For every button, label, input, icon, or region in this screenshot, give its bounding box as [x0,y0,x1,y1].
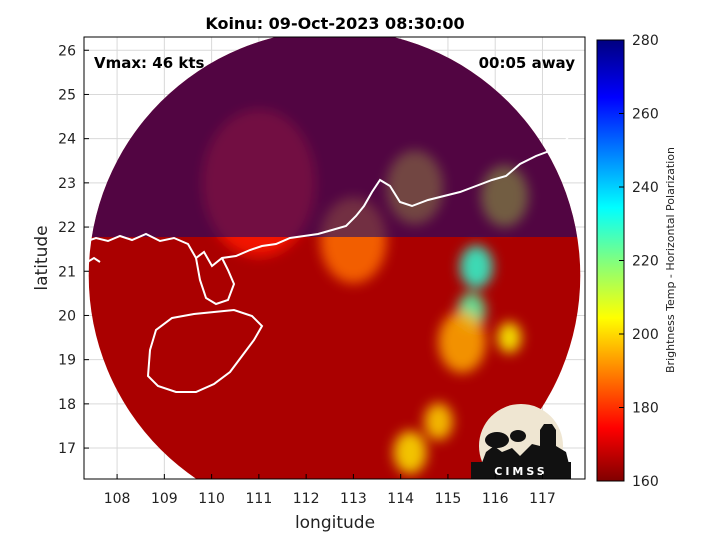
colorbar-tick-label: 180 [632,401,659,417]
y-tick-label: 24 [58,132,76,148]
brightness-feature [393,430,427,474]
y-tick-label: 22 [58,220,76,236]
x-tick-label: 117 [529,491,556,507]
x-tick-label: 110 [198,491,225,507]
y-tick-label: 21 [58,264,76,280]
y-tick-label: 19 [58,353,76,369]
y-tick-label: 25 [58,87,76,103]
logo-silhouette [480,424,570,468]
x-axis-label: longitude [295,513,375,533]
x-tick-label: 116 [482,491,509,507]
x-tick-label: 108 [104,491,131,507]
y-tick-label: 26 [58,43,76,59]
brightness-feature [424,403,453,440]
x-tick-label: 113 [340,491,367,507]
colorbar-label: Brightness Temp - Horizontal Polarizatio… [664,147,677,373]
colorbar-tick-label: 200 [632,327,659,343]
coastline-hainan [146,308,264,393]
x-tick-label: 115 [435,491,462,507]
colorbar: 160 180 200 220 240 260 280 Brightness Temp - … [596,33,677,490]
x-tick-label: 111 [246,491,273,507]
colorbar-tick-label: 280 [632,33,659,49]
plot-area: Vmax: 46 kts 00:05 away CIMSS [84,37,585,479]
coastline-vietnam [84,256,101,265]
x-axis-ticks: 108 109 110 111 112 113 114 115 116 117 [104,474,556,507]
colorbar-tick-label: 240 [632,180,659,196]
x-tick-label: 114 [387,491,414,507]
brightness-feature [497,322,522,353]
x-tick-label: 109 [151,491,178,507]
colorbar-tick-label: 220 [632,254,659,270]
logo-dish-icon [485,432,509,448]
y-tick-label: 18 [58,397,76,413]
coastline-china [84,117,585,268]
y-tick-label: 23 [58,176,76,192]
coastline-taiwan-tip [577,117,585,125]
y-tick-label: 17 [58,441,76,457]
colorbar-tick-label: 260 [632,107,659,123]
x-tick-label: 112 [293,491,320,507]
coastline [84,117,585,475]
coastline-leizhou [195,257,236,306]
time-offset-label: 00:05 away [479,54,576,72]
brightness-feature [459,245,493,289]
vmax-label: Vmax: 46 kts [94,54,204,72]
brightness-feature [438,311,486,373]
coastline-sw [84,455,111,475]
plot-frame [83,36,586,480]
y-tick-label: 20 [58,308,76,324]
logo-text: CIMSS [494,465,547,478]
logo-banner [471,462,571,479]
colorbar-tick-label: 160 [632,474,659,490]
y-axis-ticks: 17 18 19 20 21 22 23 24 25 26 [58,43,89,457]
logo-dish-small-icon [510,430,526,442]
chart-title: Koinu: 09-Oct-2023 08:30:00 [205,14,464,33]
cimss-logo: CIMSS [471,404,571,479]
y-axis-label: latitude [32,225,52,290]
colorbar-ticks: 160 180 200 220 240 260 280 [619,33,659,490]
